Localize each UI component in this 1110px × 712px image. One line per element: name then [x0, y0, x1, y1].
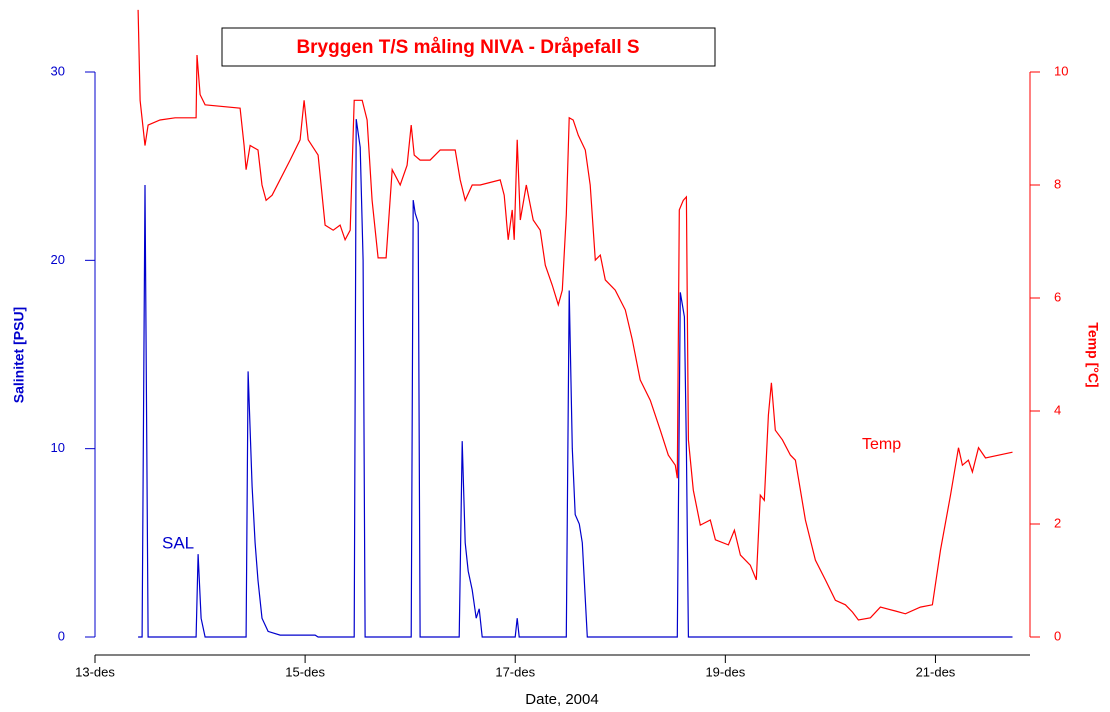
title-box	[221, 27, 716, 67]
data-line	[138, 119, 1013, 638]
y2-tick-label: 2	[1054, 515, 1061, 530]
x-tick-label: 17-des	[495, 664, 535, 679]
data-line	[137, 9, 1013, 621]
y-tick-label: 0	[58, 628, 65, 643]
x-tick-label: 13-des	[75, 664, 115, 679]
y-tick-label: 20	[51, 252, 65, 267]
x-axis-label: Date, 2004	[525, 691, 598, 708]
y-axis-label: Salinitet [PSU]	[11, 307, 27, 403]
y2-tick-label: 8	[1054, 176, 1061, 191]
x-tick-label: 15-des	[285, 664, 325, 679]
y2-tick-label: 6	[1054, 289, 1061, 304]
x-tick-label: 19-des	[705, 664, 745, 679]
y2-tick-label: 4	[1054, 402, 1061, 417]
y2-tick-label: 10	[1054, 63, 1068, 78]
series-label: SAL	[162, 533, 194, 552]
y2-tick-label: 0	[1054, 628, 1061, 643]
y-tick-label: 30	[51, 63, 65, 78]
chart-title: Bryggen T/S måling NIVA - Dråpefall S	[296, 37, 639, 58]
y2-axis-label: Temp [°C]	[1085, 322, 1101, 387]
x-tick-label: 21-des	[916, 664, 956, 679]
y-tick-label: 10	[51, 440, 65, 455]
series-label: Temp	[862, 436, 901, 453]
